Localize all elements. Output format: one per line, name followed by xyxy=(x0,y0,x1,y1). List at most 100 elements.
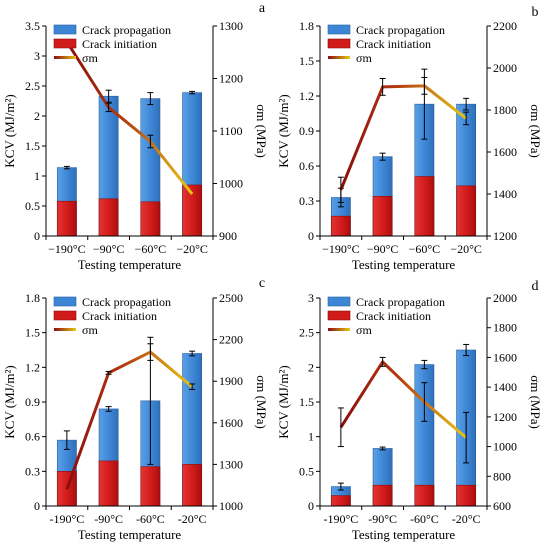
x-tick-label: −90°C xyxy=(367,242,399,256)
chart-panel-a: 0 0.5 1 1.5 2 2.5 3 3.5 900 1000 1100 1200 1300 −190°… xyxy=(2,1,269,272)
y-tick-label: 0.9 xyxy=(25,395,40,409)
chart-panel-c: 0 0.3 0.6 0.9 1.2 1.5 1.8 1000 1300 1600 1900 2200 2… xyxy=(2,276,269,542)
y-tick-label: 1.5 xyxy=(299,54,314,68)
x-axis-title: Testing temperature xyxy=(352,257,456,272)
initiation-bar xyxy=(140,466,161,507)
legend-swatch-initiation xyxy=(53,38,77,49)
y2-tick-label: 1900 xyxy=(219,374,243,388)
y2-tick-label: 1600 xyxy=(493,350,517,364)
initiation-bar xyxy=(456,484,477,507)
legend-label-propagation: Crack propagation xyxy=(356,23,445,37)
y2-tick-label: 2200 xyxy=(219,333,243,347)
chart-panel-b: 0 0.3 0.6 0.9 1.2 1.5 1.8 1200 1400 1600 1800 2000 2… xyxy=(276,5,543,272)
y-tick-label: 2.5 xyxy=(299,326,314,340)
y2-tick-label: 1000 xyxy=(493,440,517,454)
initiation-bar xyxy=(182,464,203,507)
legend-label-sigma: σm xyxy=(356,323,372,337)
initiation-bar xyxy=(140,201,161,237)
y-tick-label: 1.8 xyxy=(25,291,40,305)
y2-axis-title: σm (MPa) xyxy=(254,104,269,158)
x-tick-label: −60°C xyxy=(409,242,441,256)
y-axis-title: KCV (MJ/m²) xyxy=(2,365,17,438)
y-tick-label: 2 xyxy=(308,360,314,374)
y2-tick-label: 1000 xyxy=(219,499,243,513)
legend-swatch-propagation xyxy=(53,24,77,35)
y-tick-label: 0.6 xyxy=(25,430,40,444)
legend-label-initiation: Crack initiation xyxy=(82,37,157,51)
initiation-bar xyxy=(330,215,351,237)
y-tick-label: 0 xyxy=(34,229,40,243)
x-tick-label: -20°C xyxy=(178,512,207,526)
initiation-bar xyxy=(330,495,351,507)
y2-axis-title: σm (MPa) xyxy=(528,104,543,158)
y2-tick-label: 1200 xyxy=(493,410,517,424)
x-tick-label: −90°C xyxy=(93,242,125,256)
sigma-line xyxy=(339,84,468,191)
y2-tick-label: 1600 xyxy=(219,416,243,430)
initiation-bar xyxy=(372,484,393,507)
y2-tick-label: 1400 xyxy=(493,380,517,394)
y-tick-label: 0 xyxy=(308,499,314,513)
legend-swatch-sigma xyxy=(54,56,76,59)
y2-tick-label: 1200 xyxy=(493,229,517,243)
y-axis-title: KCV (MJ/m²) xyxy=(276,94,291,167)
legend-label-propagation: Crack propagation xyxy=(82,295,171,309)
y-tick-label: 0.5 xyxy=(299,464,314,478)
y2-tick-label: 1800 xyxy=(493,321,517,335)
y2-tick-label: 1600 xyxy=(493,145,517,159)
y2-tick-label: 2000 xyxy=(493,291,517,305)
legend-label-propagation: Crack propagation xyxy=(356,295,445,309)
x-tick-label: −20°C xyxy=(176,242,208,256)
legend-swatch-initiation xyxy=(53,310,77,321)
legend-label-initiation: Crack initiation xyxy=(356,37,431,51)
y-tick-label: 3 xyxy=(308,291,314,305)
y2-tick-label: 2000 xyxy=(493,61,517,75)
x-tick-label: -190°C xyxy=(323,512,358,526)
y2-axis-title: σm (MPa) xyxy=(254,375,269,429)
x-tick-label: -60°C xyxy=(136,512,165,526)
initiation-bar xyxy=(372,196,393,237)
y-tick-label: 0.5 xyxy=(25,199,40,213)
x-tick-label: -90°C xyxy=(94,512,123,526)
legend-swatch-propagation xyxy=(327,296,351,307)
legend-label-initiation: Crack initiation xyxy=(356,309,431,323)
y-tick-label: 1.2 xyxy=(25,360,40,374)
initiation-bar xyxy=(414,484,435,507)
y-tick-label: 0.3 xyxy=(25,464,40,478)
y-tick-label: 3 xyxy=(34,49,40,63)
y2-tick-label: 2500 xyxy=(219,291,243,305)
y2-tick-label: 1800 xyxy=(493,103,517,117)
x-axis-title: Testing temperature xyxy=(78,257,182,272)
y2-tick-label: 2200 xyxy=(493,19,517,33)
y-tick-label: 2 xyxy=(34,109,40,123)
x-tick-label: −60°C xyxy=(135,242,167,256)
legend-label-sigma: σm xyxy=(82,323,98,337)
y2-tick-label: 1200 xyxy=(219,72,243,86)
x-tick-label: -190°C xyxy=(49,512,84,526)
y-tick-label: 0.6 xyxy=(299,159,314,173)
y-axis-title: KCV (MJ/m²) xyxy=(276,365,291,438)
sigma-line xyxy=(65,350,194,490)
legend-label-sigma: σm xyxy=(356,51,372,65)
y2-tick-label: 900 xyxy=(219,229,237,243)
y-tick-label: 1.8 xyxy=(299,19,314,33)
y-tick-label: 1.5 xyxy=(25,139,40,153)
y-tick-label: 1.5 xyxy=(25,326,40,340)
y-tick-label: 2.5 xyxy=(25,79,40,93)
y-axis-title: KCV (MJ/m²) xyxy=(2,94,17,167)
y2-axis-title: σm (MPa) xyxy=(528,375,543,429)
y-tick-label: 3.5 xyxy=(25,19,40,33)
sigma-line xyxy=(339,360,468,439)
x-axis-title: Testing temperature xyxy=(78,527,182,542)
panel-label: c xyxy=(259,276,265,291)
legend-swatch-propagation xyxy=(53,296,77,307)
x-tick-label: −20°C xyxy=(450,242,482,256)
legend-swatch-sigma xyxy=(328,328,350,331)
x-tick-label: -20°C xyxy=(452,512,481,526)
y-tick-label: 1 xyxy=(308,430,314,444)
x-tick-label: −190°C xyxy=(48,242,86,256)
panel-label: a xyxy=(259,1,266,16)
legend-label-initiation: Crack initiation xyxy=(82,309,157,323)
legend-label-sigma: σm xyxy=(82,51,98,65)
